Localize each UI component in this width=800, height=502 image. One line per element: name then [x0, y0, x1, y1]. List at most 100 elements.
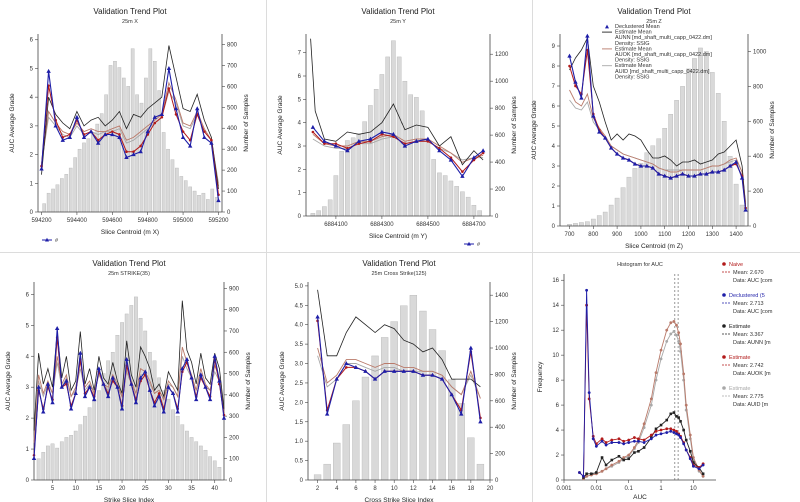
y2-tick-label: 0: [495, 214, 499, 220]
data-point-naive: [153, 121, 157, 125]
data-point-declustered: [692, 173, 697, 178]
data-point-declustered: [143, 369, 148, 374]
hist-point-naive: [622, 439, 626, 443]
sample-count-bar: [189, 437, 194, 481]
data-point-declustered: [345, 148, 350, 153]
sample-count-bar: [419, 310, 427, 481]
hist-point-naive: [617, 437, 621, 441]
hist-line-estimate-auok: [583, 320, 704, 480]
hist-point-estimate-auok: [659, 348, 663, 352]
series-line-estimate-aunn: [317, 289, 481, 388]
x-tick-label: 6884500: [416, 222, 440, 228]
y-axis-label: AUC Average Grade: [9, 93, 16, 153]
hist-point-naive: [632, 436, 636, 439]
legend-entry: #: [477, 242, 481, 248]
sample-count-bar: [152, 360, 157, 481]
legend-marker: [467, 241, 471, 246]
data-point-declustered: [187, 143, 193, 148]
sample-count-bar: [692, 58, 697, 227]
sample-count-bar: [402, 80, 408, 217]
sample-count-bar: [210, 188, 215, 213]
sample-count-bar: [166, 398, 171, 481]
x-tick-label: 20: [119, 486, 126, 492]
data-point-naive: [323, 142, 326, 145]
sample-count-bar: [115, 335, 120, 481]
col-divider-1: [266, 0, 267, 502]
sample-count-bar: [638, 162, 644, 227]
series-line-estimate-aunn: [41, 45, 219, 190]
trend-plot-y: Validation Trend Plot 25m Y 6884100 6884300…: [277, 7, 518, 248]
sample-count-bar: [68, 167, 73, 213]
sample-count-bar: [431, 159, 436, 217]
hist-point-estimate-auok: [701, 474, 705, 478]
sample-count-bar: [471, 205, 477, 217]
data-point-declustered: [173, 106, 179, 111]
sample-count-bar: [217, 467, 222, 481]
y2-tick-label: 800: [495, 372, 506, 378]
series-line-declustered: [317, 316, 481, 422]
hist-point-declustered: [688, 457, 692, 461]
data-point-declustered: [203, 384, 208, 389]
y2-tick-label: 600: [753, 119, 764, 125]
sample-count-bar: [442, 175, 448, 217]
sample-count-bar: [201, 192, 206, 213]
hist-point-estimate-aunn: [701, 472, 705, 476]
sample-count-bar: [704, 51, 709, 227]
data-point-declustered: [644, 163, 650, 168]
sample-count-bar: [92, 398, 97, 481]
data-point-declustered: [391, 131, 396, 136]
y2-axis-label: Number of Samples: [511, 96, 518, 154]
sample-count-bar: [73, 157, 77, 213]
hist-point-estimate-auok: [679, 342, 682, 346]
y-tick-label: 4.0: [295, 323, 304, 329]
y2-tick-label: 800: [495, 106, 506, 112]
y-tick-label: 5: [298, 97, 302, 103]
hist-point-estimate-aunn: [682, 428, 685, 432]
sample-count-bar: [352, 400, 360, 481]
data-point-declustered: [468, 345, 474, 350]
x-tick-label: 16: [448, 486, 455, 492]
hist-point-declustered: [659, 432, 663, 436]
y-tick-label: 1: [552, 204, 556, 210]
data-point-declustered: [459, 411, 464, 416]
x-tick-label: 2: [316, 486, 320, 492]
data-point-declustered: [105, 394, 111, 399]
hist-line-estimate-aunn: [583, 412, 704, 478]
y-tick-label: 2: [298, 167, 302, 173]
data-point-declustered: [209, 140, 214, 145]
sample-count-bar: [380, 337, 389, 481]
sample-count-bar: [147, 352, 152, 481]
hist-point-naive: [649, 433, 653, 437]
chart-title: Validation Trend Plot: [92, 259, 166, 268]
sample-count-bar: [197, 195, 201, 213]
sample-count-bar: [139, 102, 144, 213]
x-tick-label: 6884700: [462, 222, 486, 228]
y2-tick-label: 600: [495, 133, 506, 139]
legend-entry: AUNN [md_shaft_multi_capp_0422.dm]: [615, 35, 712, 41]
hist-point-naive: [604, 441, 608, 444]
data-point-declustered: [460, 173, 465, 178]
y-axis-label: Frequency: [537, 361, 544, 392]
y2-tick-label: 400: [495, 160, 506, 166]
sample-count-bar: [104, 94, 108, 213]
y-tick-label: 1: [30, 181, 34, 187]
sample-count-bar: [175, 415, 180, 481]
x-axis-label: AUC: [633, 494, 647, 501]
sample-count-bar: [41, 452, 46, 481]
hist-point-estimate-auid: [649, 403, 653, 407]
x-tick-label: 6: [354, 486, 358, 492]
data-point-declustered: [221, 415, 227, 420]
chart-title: Validation Trend Plot: [617, 7, 691, 16]
sample-count-bar: [585, 221, 590, 227]
hist-point-estimate-aunn: [692, 461, 695, 464]
y-tick-label: 0: [556, 478, 560, 484]
hist-point-estimate-aunn: [684, 438, 688, 442]
data-point-naive: [111, 130, 114, 133]
data-point-declustered: [382, 368, 387, 373]
y-tick-label: 2: [552, 184, 556, 190]
hist-point-declustered: [617, 441, 621, 444]
legend-mean: Mean: 2.713: [733, 301, 764, 307]
hist-point-estimate-aunn: [590, 472, 593, 476]
hist-point-estimate-auok: [600, 469, 604, 473]
